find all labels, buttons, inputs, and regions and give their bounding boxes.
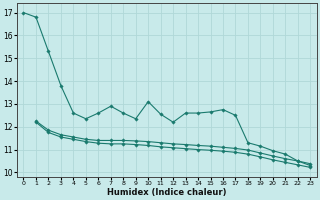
X-axis label: Humidex (Indice chaleur): Humidex (Indice chaleur) <box>107 188 227 197</box>
